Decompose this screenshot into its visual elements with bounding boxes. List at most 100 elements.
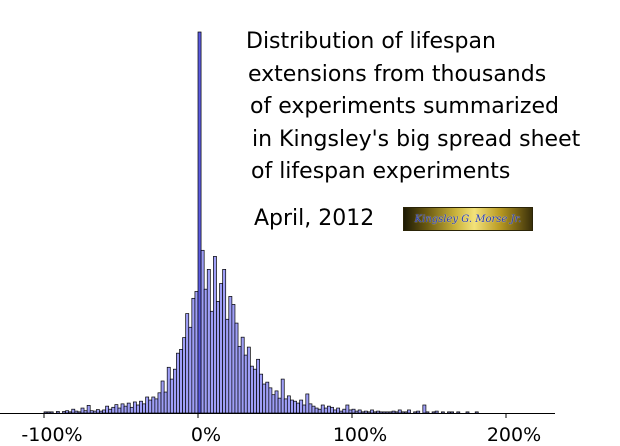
histogram-bar xyxy=(296,402,300,414)
x-axis-ticks xyxy=(43,413,507,418)
histogram-bar xyxy=(142,403,146,414)
histogram-bar xyxy=(407,409,411,414)
histogram-bar xyxy=(305,393,310,414)
histogram-bar xyxy=(185,313,190,414)
histogram-bar xyxy=(237,345,242,414)
histogram-bar xyxy=(290,399,294,414)
histogram-bar xyxy=(382,411,387,414)
histogram-bar xyxy=(166,366,171,414)
histogram-bar xyxy=(71,408,76,414)
histogram-bar xyxy=(250,365,254,414)
histogram-bar xyxy=(123,405,128,414)
histogram-bar xyxy=(200,249,205,414)
histogram-bar xyxy=(129,406,134,414)
histogram-bar xyxy=(209,310,214,414)
histogram-bar xyxy=(416,410,421,414)
histogram-bar xyxy=(182,337,187,414)
x-tick-label: 100% xyxy=(332,424,388,446)
histogram-bar xyxy=(391,410,396,414)
histogram-bar xyxy=(213,256,217,414)
histogram-bar xyxy=(333,409,337,414)
x-tick-label: 0% xyxy=(190,424,222,446)
histogram-bar xyxy=(456,411,461,414)
histogram-bar xyxy=(354,410,359,414)
title-line-2: extensions from thousands xyxy=(248,61,547,87)
histogram-bar xyxy=(274,390,279,414)
x-tick-label: -100% xyxy=(21,424,83,446)
histogram-bar xyxy=(348,409,353,414)
histogram-bar xyxy=(243,354,248,414)
histogram-bar xyxy=(163,391,168,414)
histogram-bar xyxy=(132,401,137,414)
histogram-bar xyxy=(83,410,88,414)
histogram-bar xyxy=(302,404,307,414)
histogram-bar xyxy=(342,408,347,414)
histogram-bar xyxy=(151,396,156,414)
histogram-bar xyxy=(77,411,82,414)
histogram-bar xyxy=(357,409,362,414)
histogram-bar xyxy=(394,411,399,414)
histogram-bar xyxy=(43,411,48,414)
histogram-bar xyxy=(253,368,257,414)
x-tick-label: 200% xyxy=(486,424,542,446)
histogram-bar xyxy=(425,411,430,414)
histogram-bar xyxy=(385,411,390,414)
histogram-bar xyxy=(246,346,251,414)
author-logo: Kingsley G. Morse Jr. xyxy=(403,207,533,231)
histogram-bar xyxy=(265,381,270,414)
histogram-bar xyxy=(160,380,165,414)
histogram-bar xyxy=(206,269,211,414)
histogram-bar xyxy=(413,411,418,414)
histogram-bar xyxy=(197,31,202,414)
date-label: April, 2012 xyxy=(254,206,375,231)
histogram-bar xyxy=(256,358,260,414)
histogram-bar xyxy=(148,399,153,414)
histogram-bar xyxy=(74,410,79,414)
histogram-bar xyxy=(262,383,267,414)
title-line-1: Distribution of lifespan xyxy=(246,29,496,54)
histogram-bar xyxy=(46,411,51,414)
histogram-bar xyxy=(89,410,94,414)
histogram-bar xyxy=(188,326,193,414)
histogram-bar xyxy=(62,411,66,414)
histogram-bar xyxy=(179,349,183,414)
histogram-bar xyxy=(360,411,365,414)
histogram-bar xyxy=(308,403,313,414)
histogram-bar xyxy=(434,410,439,414)
histogram-bar xyxy=(422,404,427,414)
histogram-bar xyxy=(86,405,91,414)
histogram-bar xyxy=(379,411,384,414)
histogram-bar xyxy=(194,291,199,414)
histogram-bar xyxy=(447,411,451,414)
histogram-bar xyxy=(203,288,208,414)
histogram-bar xyxy=(311,405,316,414)
histogram-bar xyxy=(96,409,100,414)
histogram-bar xyxy=(376,410,381,414)
histogram-bar xyxy=(216,301,220,414)
histogram-bar xyxy=(320,404,325,414)
histogram-bar xyxy=(99,410,103,414)
author-logo-text: Kingsley G. Morse Jr. xyxy=(414,213,522,225)
histogram-bar xyxy=(219,283,223,414)
histogram-bar xyxy=(363,410,368,414)
histogram-bar xyxy=(330,406,334,414)
histogram-bar xyxy=(327,405,331,414)
histogram-bar xyxy=(336,407,341,414)
histogram-bar xyxy=(299,399,304,414)
histogram-bar xyxy=(120,403,125,414)
histogram-bar xyxy=(370,409,374,414)
histogram-bar xyxy=(373,411,377,414)
histogram-bar xyxy=(277,397,282,414)
histogram-bar xyxy=(92,410,97,414)
histogram-bar xyxy=(102,409,106,414)
title-line-4: in Kingsley's big spread sheet xyxy=(252,126,581,152)
histogram-bar xyxy=(345,404,350,414)
histogram-bar xyxy=(225,318,230,414)
histogram-bar xyxy=(280,378,285,414)
histogram-bar xyxy=(108,408,113,414)
histogram-bar xyxy=(136,404,140,414)
histogram-bar xyxy=(114,404,119,414)
histogram-bar xyxy=(234,322,239,414)
histogram-bar xyxy=(271,394,276,414)
histogram-bar xyxy=(139,400,143,414)
